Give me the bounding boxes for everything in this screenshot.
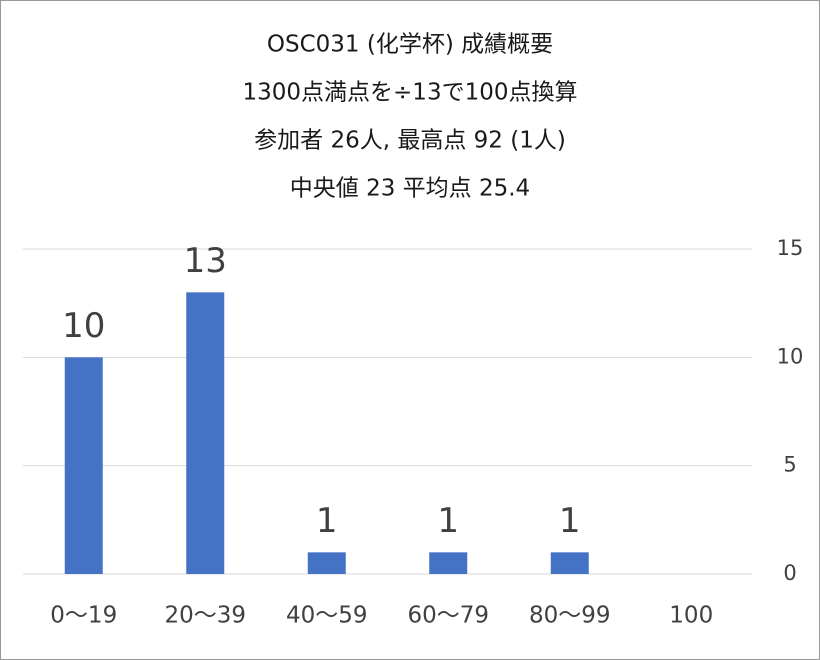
- x-tick-label: 80〜99: [529, 603, 611, 629]
- bar: [429, 552, 468, 574]
- x-tick-label: 40〜59: [286, 603, 368, 629]
- data-label: 13: [184, 241, 227, 281]
- x-tick-label: 0〜19: [50, 603, 117, 629]
- y-tick-label: 15: [777, 236, 804, 260]
- bar: [307, 552, 346, 574]
- bar: [186, 292, 225, 574]
- chart-title: OSC031 (化学杯) 成績概要: [267, 32, 553, 58]
- chart-subtitle: 参加者 26人, 最高点 92 (1人): [254, 128, 566, 154]
- data-label: 1: [437, 501, 459, 541]
- bar: [64, 357, 103, 574]
- bar: [550, 552, 589, 574]
- y-tick-label: 5: [783, 453, 796, 477]
- x-tick-label: 100: [669, 603, 713, 629]
- x-tick-label: 60〜79: [407, 603, 489, 629]
- data-label: 10: [62, 306, 105, 346]
- y-tick-label: 0: [783, 561, 796, 585]
- data-label: 1: [559, 501, 581, 541]
- y-tick-label: 10: [777, 344, 804, 368]
- chart-subtitle: 1300点満点を÷13で100点換算: [243, 80, 578, 106]
- data-label: 1: [316, 501, 338, 541]
- chart-subtitle: 中央値 23 平均点 25.4: [290, 176, 530, 202]
- x-tick-label: 20〜39: [164, 603, 246, 629]
